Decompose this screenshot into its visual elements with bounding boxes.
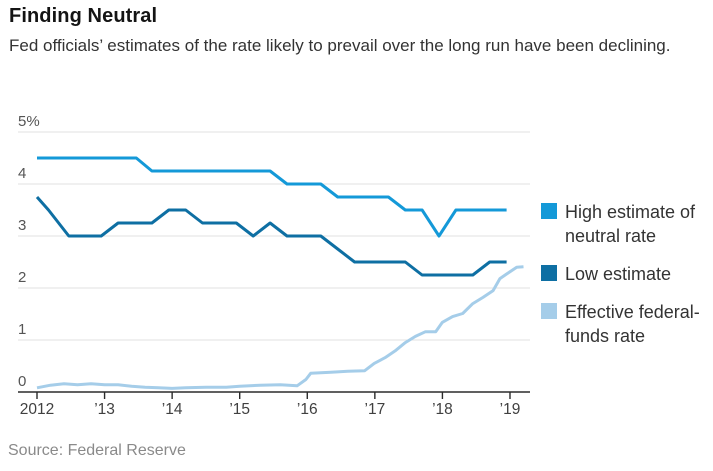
high-estimate-line <box>37 156 507 238</box>
legend-label-effective-rate: Effective federal-funds rate <box>565 302 700 346</box>
x-axis-label: 2012 <box>20 401 54 418</box>
legend-label-low-estimate: Low estimate <box>565 264 672 284</box>
effective-rate-swatch-icon <box>541 303 557 319</box>
chart-canvas: 5% 4 3 2 1 0 2012 ’13 ’14 ’15 ’16 ’17 ’18 ’19 <box>18 113 530 418</box>
legend-item-effective-rate: Effective federal-funds rate <box>541 300 706 348</box>
legend-label-high-estimate: High estimate of neutral rate <box>565 202 696 246</box>
y-axis-label: 3 <box>18 217 26 234</box>
low-estimate-swatch-icon <box>541 265 557 281</box>
legend-item-high-estimate: High estimate of neutral rate <box>541 200 706 248</box>
x-axis-label: ’13 <box>94 401 115 418</box>
chart-subtitle: Fed officials’ estimates of the rate lik… <box>9 36 671 55</box>
y-axis-label: 5% <box>18 113 40 130</box>
high-estimate-swatch-icon <box>541 203 557 219</box>
chart-legend: High estimate of neutral rate Low estima… <box>541 200 706 348</box>
x-axis-label: ’15 <box>229 401 250 418</box>
low-estimate-line <box>35 196 507 277</box>
x-axis-label: ’17 <box>365 401 386 418</box>
y-axis-label: 1 <box>18 321 26 338</box>
x-axis-label: ’14 <box>162 401 183 418</box>
legend-item-low-estimate: Low estimate <box>541 262 706 286</box>
x-axis-label: ’19 <box>500 401 521 418</box>
y-axis-label: 0 <box>18 373 26 390</box>
x-axis-label: ’16 <box>297 401 318 418</box>
effective-rate-line <box>36 265 524 390</box>
y-axis-label: 4 <box>18 165 26 182</box>
chart-title: Finding Neutral <box>9 5 158 27</box>
source-note: Source: Federal Reserve <box>8 442 186 459</box>
y-axis-label: 2 <box>18 269 26 286</box>
x-axis-label: ’18 <box>432 401 453 418</box>
